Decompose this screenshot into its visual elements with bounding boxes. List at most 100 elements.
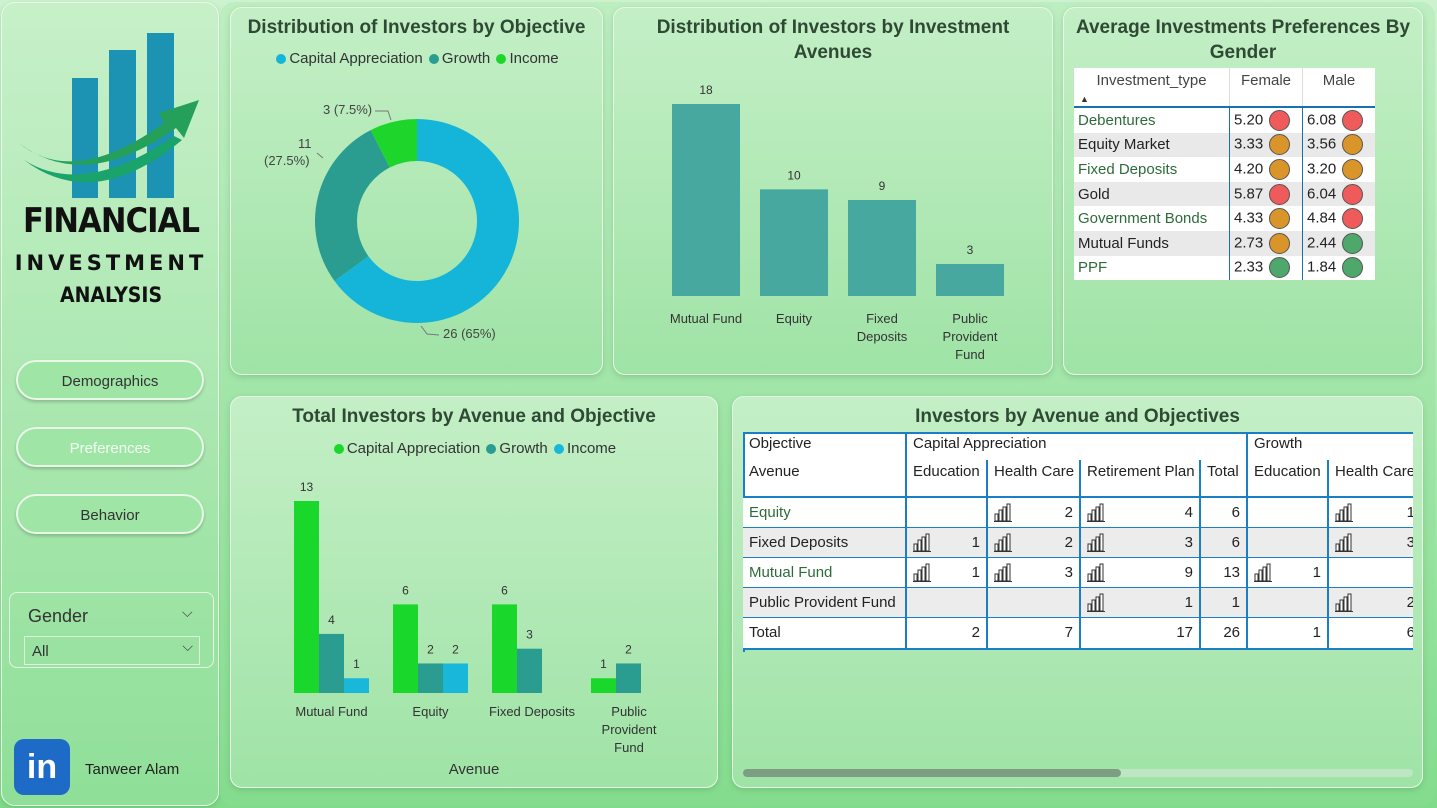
value-cell[interactable]: 1	[1201, 588, 1248, 618]
table-border	[743, 432, 1413, 434]
value-cell[interactable]: 3	[1081, 528, 1201, 558]
icon-bar	[1091, 599, 1096, 612]
matrix-table: Objective Capital Appreciation Growth Avenu…	[743, 432, 1413, 652]
author-name: Tanweer Alam	[85, 761, 180, 778]
value-cell[interactable]	[1248, 528, 1329, 558]
value-cell[interactable]: 17	[1081, 618, 1201, 650]
status-circle-icon	[1269, 183, 1291, 205]
bar-public-provident-fund[interactable]	[936, 264, 1004, 296]
value-cell[interactable]: 4	[1081, 498, 1201, 528]
table-row[interactable]: Fixed Deposits 4.20 3.20	[1074, 157, 1375, 182]
bar-capital-appreciation[interactable]	[393, 604, 418, 693]
average-value-cell: 1.84	[1302, 255, 1375, 281]
icon-bar	[1343, 596, 1348, 612]
status-circle-icon	[1342, 208, 1364, 230]
donut-legend: Capital Appreciation Growth Income	[231, 50, 602, 67]
sidebar: FINANCIAL INVESTMENT ANALYSIS Demographi…	[1, 2, 219, 806]
donut-slice-growth[interactable]	[315, 130, 390, 281]
status-circle-icon	[1269, 158, 1291, 180]
value-cell[interactable]: 3	[1329, 528, 1413, 558]
table-row[interactable]: Equity Market 3.33 3.56	[1074, 132, 1375, 158]
value-cell[interactable]: 1	[907, 528, 988, 558]
icon-bar	[925, 533, 930, 552]
bar-capital-appreciation[interactable]	[294, 501, 319, 693]
horizontal-scrollbar[interactable]	[743, 769, 1413, 777]
logo-text-financial: FINANCIAL	[22, 201, 200, 241]
bar-capital-appreciation[interactable]	[492, 604, 517, 693]
row-header-objective: Objective	[743, 432, 907, 460]
gender-filter-select[interactable]: All ⌵	[24, 636, 200, 665]
value-cell[interactable]: 13	[1201, 558, 1248, 588]
gender-title-line1: Average Investments Preferences By	[1075, 17, 1411, 38]
bar-value-label: 13	[300, 480, 314, 494]
bar-equity[interactable]	[760, 189, 828, 296]
value-cell[interactable]: 2	[1329, 588, 1413, 618]
legend-dot	[333, 444, 344, 455]
value-cell[interactable]: 1	[1248, 558, 1329, 588]
bar-growth[interactable]	[517, 648, 542, 693]
icon-bar	[1002, 506, 1007, 522]
value-cell[interactable]: 9	[1081, 558, 1201, 588]
value-cell[interactable]: 1	[907, 558, 988, 588]
column-header[interactable]: Female	[1229, 68, 1303, 108]
value-cell[interactable]	[1248, 498, 1329, 528]
value-cell[interactable]: 1	[1248, 618, 1329, 650]
column-header[interactable]: Male	[1302, 68, 1375, 108]
value-cell[interactable]	[988, 588, 1081, 618]
bar-capital-appreciation[interactable]	[591, 678, 616, 693]
nav-behavior-button[interactable]: Behavior	[16, 494, 204, 534]
value-cell[interactable]: 26	[1201, 618, 1248, 650]
value-cell[interactable]: 2	[988, 498, 1081, 528]
donut-slice-income[interactable]	[370, 119, 417, 168]
value-cell[interactable]: 1	[1329, 498, 1413, 528]
value-cell[interactable]: 6	[1201, 528, 1248, 558]
column-header: Health Care	[1329, 460, 1413, 498]
matrix-title: Investors by Avenue and Objectives	[915, 406, 1240, 427]
bar-chart-icon	[913, 533, 931, 552]
leader-line	[375, 110, 392, 121]
bar-growth[interactable]	[418, 663, 443, 693]
value-cell[interactable]: 2	[988, 528, 1081, 558]
value-cell[interactable]: 6	[1201, 498, 1248, 528]
donut-label-growth: 11	[298, 136, 312, 151]
bar-value-label: 1	[353, 657, 360, 671]
nav-demographics-button[interactable]: Demographics	[16, 360, 204, 400]
value-cell[interactable]: 1	[1081, 588, 1201, 618]
grouped-title: Total Investors by Avenue and Objective	[292, 406, 656, 427]
scrollbar-thumb[interactable]	[743, 769, 1121, 777]
table-row[interactable]: Gold 5.87 6.04	[1074, 181, 1375, 207]
icon-bar	[1347, 533, 1352, 552]
icon-bar	[1335, 543, 1340, 552]
value-cell[interactable]: 2	[907, 618, 988, 650]
icon-bar	[1087, 513, 1092, 522]
icon-bar	[1258, 569, 1263, 582]
category-label: Public	[611, 704, 647, 719]
linkedin-icon[interactable]: in	[14, 739, 70, 795]
bar-growth[interactable]	[319, 633, 344, 693]
table-row[interactable]: Government Bonds 4.33 4.84	[1074, 206, 1375, 231]
value-cell[interactable]	[907, 588, 988, 618]
value-cell[interactable]	[1248, 588, 1329, 618]
nav-preferences-button[interactable]: Preferences	[16, 427, 204, 467]
bar-chart-icon	[913, 563, 931, 582]
cell-value: 2	[1064, 504, 1073, 521]
value-cell[interactable]: 7	[988, 618, 1081, 650]
value-cell[interactable]: 6	[1329, 618, 1413, 650]
bar-income[interactable]	[344, 678, 369, 693]
table-row[interactable]: Mutual Funds 2.73 2.44	[1074, 230, 1375, 256]
chevron-down-icon[interactable]: ⌵	[182, 605, 193, 621]
sort-column-header[interactable]: Investment_type ▲	[1074, 68, 1230, 108]
bar-fixed-deposits[interactable]	[848, 200, 916, 296]
donut-slice-capital-appreciation[interactable]	[334, 119, 519, 324]
value-cell[interactable]	[1329, 558, 1413, 588]
icon-bar	[1002, 566, 1007, 582]
value-cell[interactable]	[907, 498, 988, 528]
bar-growth[interactable]	[616, 663, 641, 693]
table-row[interactable]: PPF 2.33 1.84	[1074, 255, 1375, 281]
table-row[interactable]: Debentures 5.20 6.08	[1074, 107, 1375, 133]
investment-type-cell: Government Bonds	[1074, 206, 1230, 231]
value-cell[interactable]: 3	[988, 558, 1081, 588]
average-value: 6.04	[1307, 185, 1337, 203]
bar-income[interactable]	[443, 663, 468, 693]
bar-mutual-fund[interactable]	[672, 104, 740, 296]
